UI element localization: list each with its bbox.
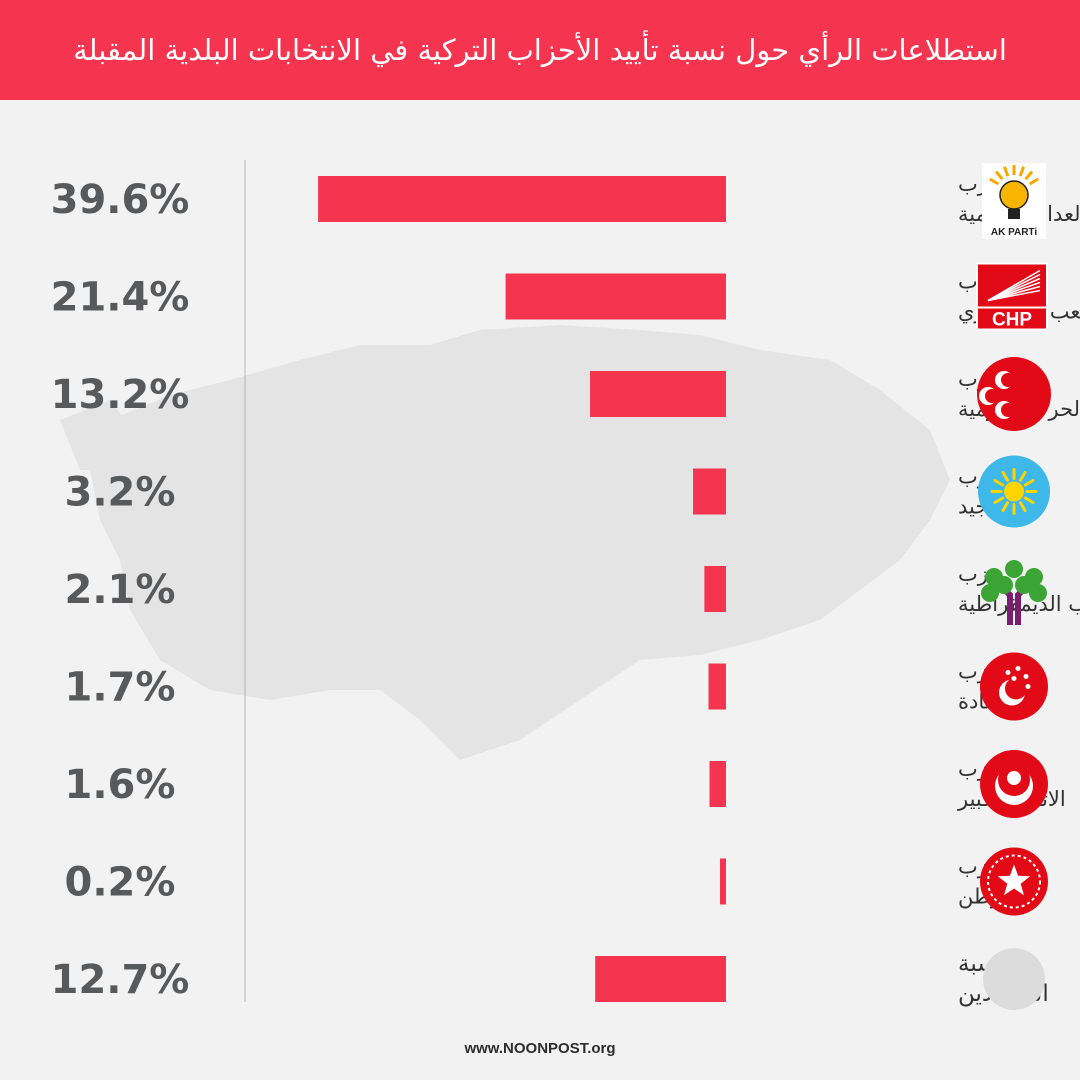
bar-row: 2.1%حزبالشعوب الديمقراطية xyxy=(65,560,1080,625)
ray xyxy=(1028,177,1039,186)
iyi-parti-logo xyxy=(978,455,1050,528)
bar-row: 39.6%حزبالعدالة والتنميةAK PARTi xyxy=(51,163,1080,239)
wreath xyxy=(987,854,1041,909)
hdp-logo xyxy=(981,560,1047,625)
sun-ray xyxy=(993,479,1005,487)
sun-ray xyxy=(1001,470,1009,482)
star xyxy=(1005,670,1011,675)
bar xyxy=(590,371,726,417)
sun-ray xyxy=(993,496,1005,504)
star xyxy=(1015,666,1021,671)
ak-parti-logo: AK PARTi xyxy=(982,163,1046,239)
bar xyxy=(318,176,726,222)
sun-ray xyxy=(1019,470,1027,482)
ray xyxy=(1024,170,1034,181)
bar xyxy=(708,663,726,710)
star xyxy=(1011,676,1017,681)
logo-text: AK PARTi xyxy=(991,227,1038,238)
value-label: 39.6% xyxy=(51,177,190,223)
mhp-logo xyxy=(977,357,1051,431)
value-label: 12.7% xyxy=(51,957,190,1003)
value-label: 2.1% xyxy=(65,567,176,613)
crescent-inner xyxy=(1001,403,1015,417)
sun-ray xyxy=(1023,479,1035,487)
chp-logo: CHP xyxy=(976,262,1048,331)
rose-icon xyxy=(1007,771,1021,785)
undecided-placeholder xyxy=(983,948,1045,1010)
sun-ray xyxy=(1001,501,1009,513)
arrow xyxy=(987,289,1041,302)
crescent-inner xyxy=(985,389,999,403)
ray xyxy=(989,177,1000,186)
logo-circle xyxy=(983,948,1045,1010)
chart-title: استطلاعات الرأي حول نسبة تأييد الأحزاب ا… xyxy=(73,33,1007,67)
ray xyxy=(1018,166,1025,177)
ray xyxy=(994,170,1004,181)
bar xyxy=(709,761,726,807)
tree-leaf xyxy=(1005,560,1023,578)
star-icon xyxy=(997,864,1031,896)
vatan-logo xyxy=(980,847,1048,916)
value-label: 0.2% xyxy=(65,860,176,906)
bar-row: 1.7%حزبالسعادة xyxy=(65,652,1048,721)
bar xyxy=(720,858,726,905)
logo-text: CHP xyxy=(992,310,1032,331)
crescent-inner xyxy=(1001,373,1015,387)
bar-row: 1.6%حزبالاتحاد الكبير xyxy=(65,750,1066,818)
value-label: 3.2% xyxy=(65,470,176,516)
ray xyxy=(1003,166,1010,177)
tree-leaf xyxy=(981,584,999,602)
footer-site: www.NOONPOST.org xyxy=(464,1040,616,1057)
bar xyxy=(704,566,726,612)
bar-row: 21.4%حزبالشعب الجمهوريCHP xyxy=(51,262,1080,331)
sun-ray xyxy=(1019,501,1027,513)
bar-row: 0.2%حزبالوطن xyxy=(65,847,1048,916)
value-label: 21.4% xyxy=(51,275,190,321)
chp-text-panel xyxy=(978,308,1046,329)
value-label: 1.7% xyxy=(65,665,176,711)
tree-leaf xyxy=(995,576,1013,594)
star xyxy=(1025,684,1031,689)
header-banner: استطلاعات الرأي حول نسبة تأييد الأحزاب ا… xyxy=(0,0,1080,100)
value-label: 13.2% xyxy=(51,372,190,418)
bar xyxy=(505,273,726,320)
crescent-inner xyxy=(1005,677,1027,700)
tree-leaf xyxy=(1029,584,1047,602)
bulb-icon xyxy=(999,180,1029,210)
sun-ray xyxy=(1023,496,1035,504)
bar-row: 12.7%نسبةالمترددين xyxy=(51,948,1049,1010)
star xyxy=(1023,674,1029,679)
value-label: 1.6% xyxy=(65,762,176,808)
sun-icon xyxy=(1004,481,1024,502)
saadet-logo xyxy=(980,652,1048,721)
bar xyxy=(595,956,726,1002)
bulb-base xyxy=(1008,209,1020,219)
tree-leaf xyxy=(1015,576,1033,594)
bar xyxy=(693,468,726,515)
bbp-logo xyxy=(980,750,1048,818)
